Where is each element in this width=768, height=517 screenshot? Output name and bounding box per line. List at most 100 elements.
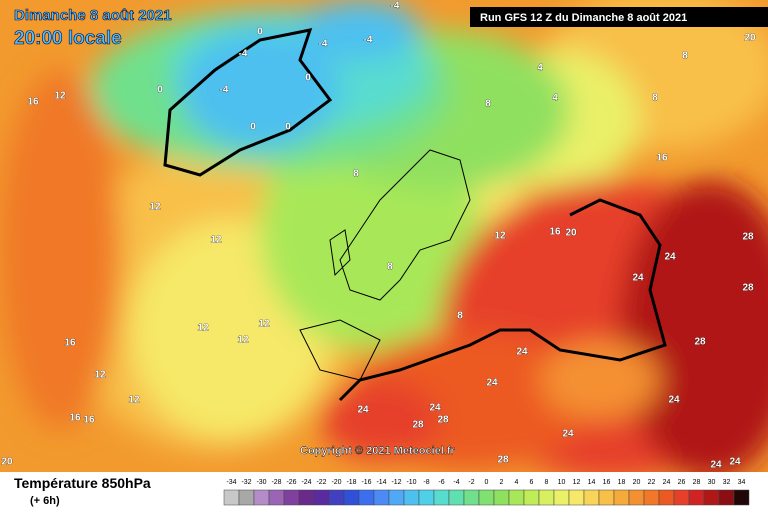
scale-swatch: [358, 489, 375, 506]
scale-label: 32: [723, 479, 731, 486]
contour-label: 20: [565, 228, 577, 239]
contour-label: 24: [664, 252, 676, 263]
contour-label: 16: [656, 153, 668, 164]
header-time: 20:00 locale: [14, 28, 122, 49]
contour-label: 24: [429, 403, 441, 414]
contour-label: 16: [64, 338, 76, 349]
color-scale: -34 -32 -30 -28 -26 -24 -22 -20 -18 -16 -14 -12 -10-…: [223, 479, 750, 506]
contour-label: 8: [652, 93, 658, 104]
scale-swatch: [568, 489, 585, 506]
scale-label: 12: [573, 479, 581, 486]
scale-swatch: [238, 489, 255, 506]
scale-swatch: [463, 489, 480, 506]
scale-label: 14: [588, 479, 596, 486]
scale-label: 28: [693, 479, 701, 486]
contour-label: 16: [27, 97, 39, 108]
contour-label: 24: [710, 460, 722, 471]
contour-label: 28: [412, 420, 424, 431]
scale-label: -10: [406, 479, 416, 486]
scale-swatch: [583, 489, 600, 506]
contour-label: 8: [353, 169, 359, 180]
contour-label: 8: [387, 262, 393, 273]
contour-label: 24: [632, 273, 644, 284]
scale-label: -8: [423, 479, 429, 486]
contour-label: 20: [744, 33, 756, 44]
contour-label: 16: [549, 227, 561, 238]
scale-label: 2: [500, 479, 504, 486]
map: [0, 0, 768, 480]
contour-label: -4: [220, 85, 229, 96]
scale-swatch: [538, 489, 555, 506]
contour-label: 12: [258, 319, 270, 330]
scale-swatch: [253, 489, 270, 506]
scale-label: -28: [271, 479, 281, 486]
scale-label: -26: [286, 479, 296, 486]
scale-label: -32: [241, 479, 251, 486]
contour-label: 24: [729, 457, 741, 468]
scale-label: 10: [558, 479, 566, 486]
footer-title: Température 850hPa: [14, 475, 151, 491]
contour-label: -4: [319, 39, 328, 50]
scale-swatch: [673, 489, 690, 506]
scale-swatch: [718, 489, 735, 506]
scale-swatch: [643, 489, 660, 506]
contour-label: 0: [305, 73, 311, 84]
contour-label: 12: [94, 370, 106, 381]
scale-swatch: [268, 489, 285, 506]
run-box: [470, 7, 768, 27]
scale-label: 34: [738, 479, 746, 486]
contour-label: 4: [552, 93, 558, 104]
contour-label: 24: [516, 347, 528, 358]
scale-swatch: [223, 489, 240, 506]
scale-swatch: [283, 489, 300, 506]
scale-swatch: [328, 489, 345, 506]
contour-label: 0: [257, 27, 263, 38]
scale-label: 30: [708, 479, 716, 486]
scale-label: -20: [331, 479, 341, 486]
contour-label: -4: [391, 1, 400, 12]
scale-label: -16: [361, 479, 371, 486]
scale-swatch: [703, 489, 720, 506]
contour-label: 24: [562, 429, 574, 440]
contour-label: 12: [210, 235, 222, 246]
scale-label: -22: [316, 479, 326, 486]
scale-swatch: [553, 489, 570, 506]
contour-label: 16: [83, 415, 95, 426]
scale-label: 22: [648, 479, 656, 486]
scale-label: 4: [515, 479, 519, 486]
contour-label: 12: [149, 202, 161, 213]
contour-label: 28: [742, 232, 754, 243]
scale-swatch: [628, 489, 645, 506]
contour-label: 12: [128, 395, 140, 406]
copyright: Copyright © 2021 Meteociel.fr: [300, 445, 456, 457]
contour-label: 8: [485, 99, 491, 110]
contour-label: 0: [285, 122, 291, 133]
scale-label: 6: [530, 479, 534, 486]
scale-swatch: [448, 489, 465, 506]
scale-swatch: [658, 489, 675, 506]
contour-label: 0: [250, 122, 256, 133]
scale-swatch: [388, 489, 405, 506]
contour-label: 12: [197, 323, 209, 334]
scale-swatch: [688, 489, 705, 506]
scale-swatch: [418, 489, 435, 506]
contour-label: 12: [494, 231, 506, 242]
scale-swatch: [493, 489, 510, 506]
scale-label: 26: [678, 479, 686, 486]
contour-label: 20: [1, 457, 13, 468]
contour-label: 28: [742, 283, 754, 294]
scale-label: -6: [438, 479, 444, 486]
scale-label: -12: [391, 479, 401, 486]
scale-label: 16: [603, 479, 611, 486]
scale-swatch: [613, 489, 630, 506]
scale-swatch: [433, 489, 450, 506]
contour-label: 24: [668, 395, 680, 406]
contour-label: 4: [537, 63, 543, 74]
scale-label: 24: [663, 479, 671, 486]
header-date: Dimanche 8 août 2021: [14, 7, 172, 24]
contour-label: 28: [694, 337, 706, 348]
scale-swatch: [523, 489, 540, 506]
scale-label: 8: [545, 479, 549, 486]
